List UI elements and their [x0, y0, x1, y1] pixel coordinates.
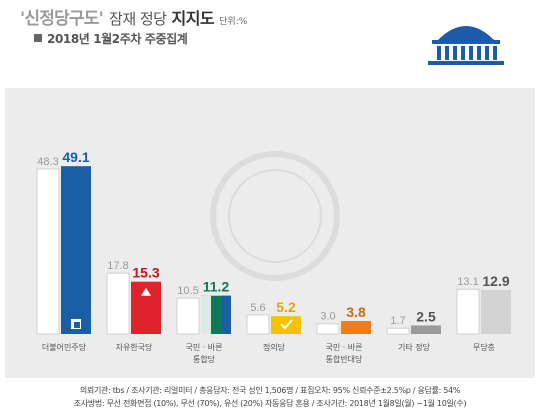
bar-prev — [246, 314, 270, 335]
bar-prev — [456, 288, 480, 335]
bar-current — [341, 321, 371, 334]
value-label-prev: 13.1 — [457, 276, 478, 288]
value-label-current: 11.2 — [203, 279, 230, 295]
value-label-current: 15.3 — [132, 265, 159, 281]
bar-current — [411, 325, 441, 334]
footer-survey-info: 의뢰기관: tbs / 조사기관: 리얼미터 / 총응답자: 전국 성인 1,5… — [79, 386, 461, 395]
category-label: 자유한국당 — [116, 342, 153, 352]
bar-current — [61, 166, 91, 334]
bullet-square-icon — [34, 34, 42, 42]
value-label-current: 49.1 — [62, 149, 89, 165]
category-label: 기타 정당 — [398, 342, 431, 352]
value-label-prev: 17.8 — [107, 260, 128, 272]
category-label: 더불어민주당 — [42, 342, 87, 352]
watermark-seal — [210, 151, 340, 281]
value-label-prev: 48.3 — [37, 156, 58, 168]
category-label: 정의당 — [263, 342, 286, 352]
value-label-current: 12.9 — [482, 273, 509, 289]
bar-prev — [386, 327, 410, 335]
value-label-prev: 1.7 — [390, 315, 405, 327]
torch-icon — [141, 287, 151, 296]
category-label: 국민 · 바른 — [325, 342, 362, 352]
category-label: 국민 · 바른 — [185, 342, 222, 352]
party-logo-inner-icon — [74, 322, 80, 328]
bar-prev — [176, 297, 200, 335]
value-label-prev: 10.5 — [177, 285, 198, 297]
check-icon — [280, 319, 293, 330]
value-label-current: 2.5 — [416, 308, 436, 324]
title-rest: 잠재 정당 — [109, 10, 167, 28]
stripe-blue-icon — [221, 295, 231, 334]
bar-current — [271, 316, 301, 334]
value-label-prev: 3.0 — [320, 311, 335, 323]
value-label-current: 3.8 — [346, 304, 366, 320]
category-label: 통합당 — [193, 354, 216, 364]
chart-panel: 48.3 49.1 17.8 15.3 10.5 11.2 5.6 5.2 3.0 3.8 1.7 2… — [5, 88, 535, 378]
bar-prev — [106, 272, 130, 335]
title-quote: '신정당구도' — [20, 9, 104, 29]
value-label-prev: 5.6 — [250, 302, 265, 314]
stripe-white-icon — [201, 295, 211, 334]
category-label: 통합반대당 — [326, 354, 363, 364]
subtitle-text: 2018년 1월2주차 주중집계 — [47, 32, 188, 46]
bar-prev — [36, 168, 60, 335]
bar-prev — [316, 323, 340, 335]
bar-chart: 48.3 49.1 17.8 15.3 10.5 11.2 5.6 5.2 3.0 3.8 1.7 2… — [36, 149, 511, 364]
value-label-current: 5.2 — [276, 299, 296, 315]
chart-subtitle: 2018년 1월2주차 주중집계 — [34, 30, 188, 47]
title-emphasis: 지지도 — [171, 9, 215, 28]
unit-label: 단위:% — [219, 17, 248, 27]
category-label: 무당층 — [473, 342, 495, 352]
bar-current — [481, 289, 511, 334]
national-assembly-icon — [428, 26, 504, 65]
footer-survey-method: 조사방법: 무선 전화면접 (10%), 무선 (70%), 유선 (20%) … — [73, 399, 467, 408]
chart-title: '신정당구도' 잠재 정당 지지도 단위:% — [20, 4, 247, 29]
